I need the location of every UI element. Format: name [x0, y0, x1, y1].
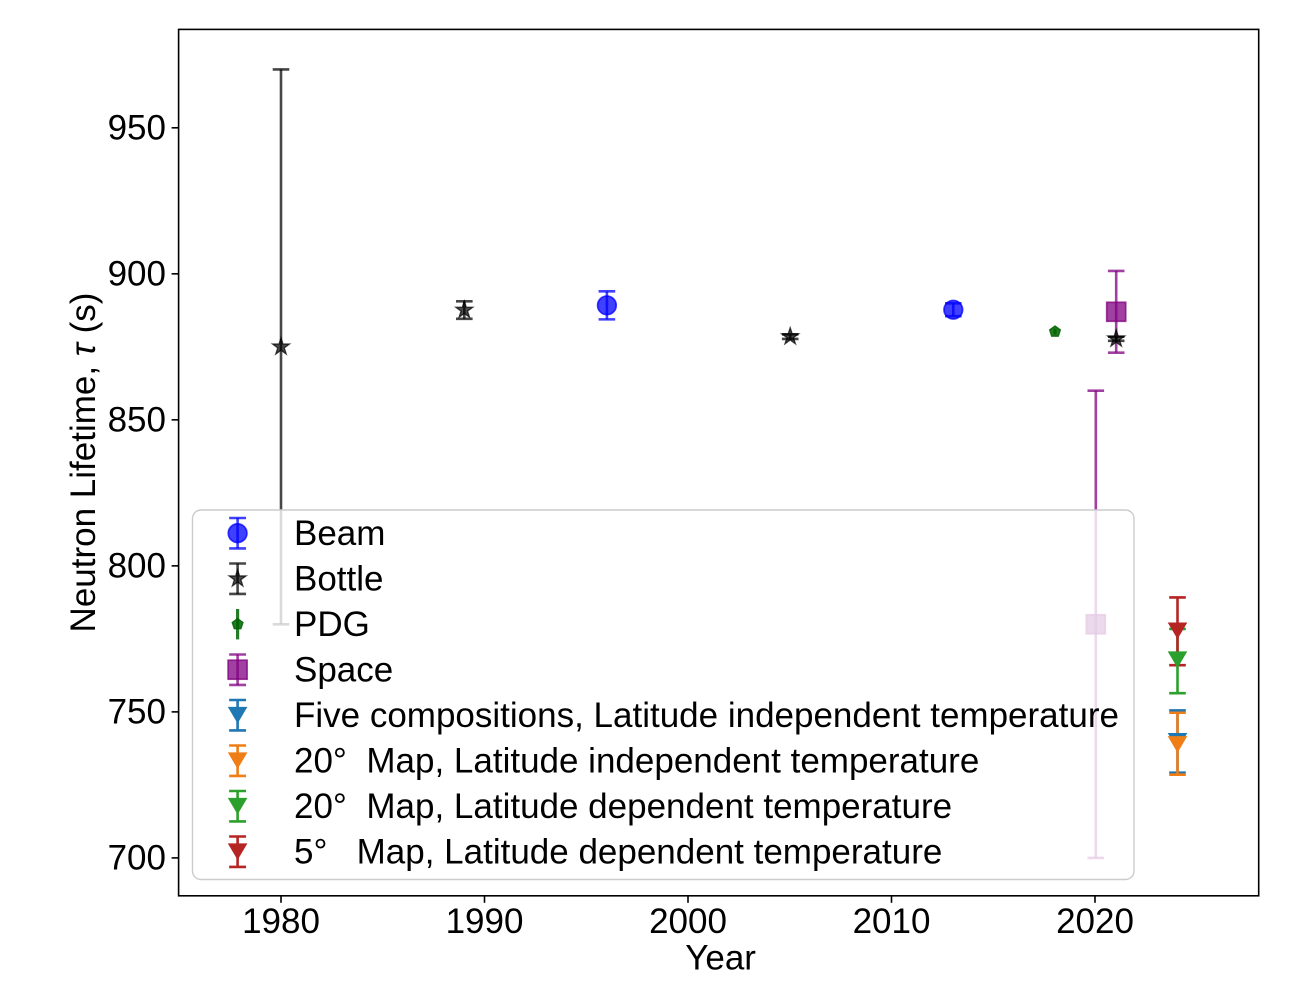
svg-text:950: 950 — [108, 109, 166, 148]
svg-text:PDG: PDG — [294, 605, 370, 644]
svg-text:Neutron Lifetime, τ (s): Neutron Lifetime, τ (s) — [64, 293, 103, 633]
svg-text:750: 750 — [108, 693, 166, 732]
svg-text:2010: 2010 — [853, 902, 931, 941]
svg-text:2020: 2020 — [1056, 902, 1134, 941]
svg-text:Year: Year — [685, 939, 756, 978]
svg-text:2000: 2000 — [649, 902, 727, 941]
svg-text:20° Map, Latitude independent: 20° Map, Latitude independent temperatur… — [294, 741, 979, 780]
svg-text:Five compositions, Latitude in: Five compositions, Latitude independent … — [294, 696, 1119, 735]
svg-text:700: 700 — [108, 839, 166, 878]
svg-text:1990: 1990 — [446, 902, 524, 941]
svg-text:5° Map, Latitude dependent t: 5° Map, Latitude dependent temperature — [294, 832, 942, 871]
svg-text:Beam: Beam — [294, 514, 385, 553]
svg-text:Space: Space — [294, 650, 393, 689]
svg-text:800: 800 — [108, 547, 166, 586]
svg-text:1980: 1980 — [242, 902, 320, 941]
svg-text:20° Map, Latitude dependent t: 20° Map, Latitude dependent temperature — [294, 787, 952, 826]
svg-text:Bottle: Bottle — [294, 559, 384, 598]
svg-text:850: 850 — [108, 401, 166, 440]
svg-text:900: 900 — [108, 255, 166, 294]
